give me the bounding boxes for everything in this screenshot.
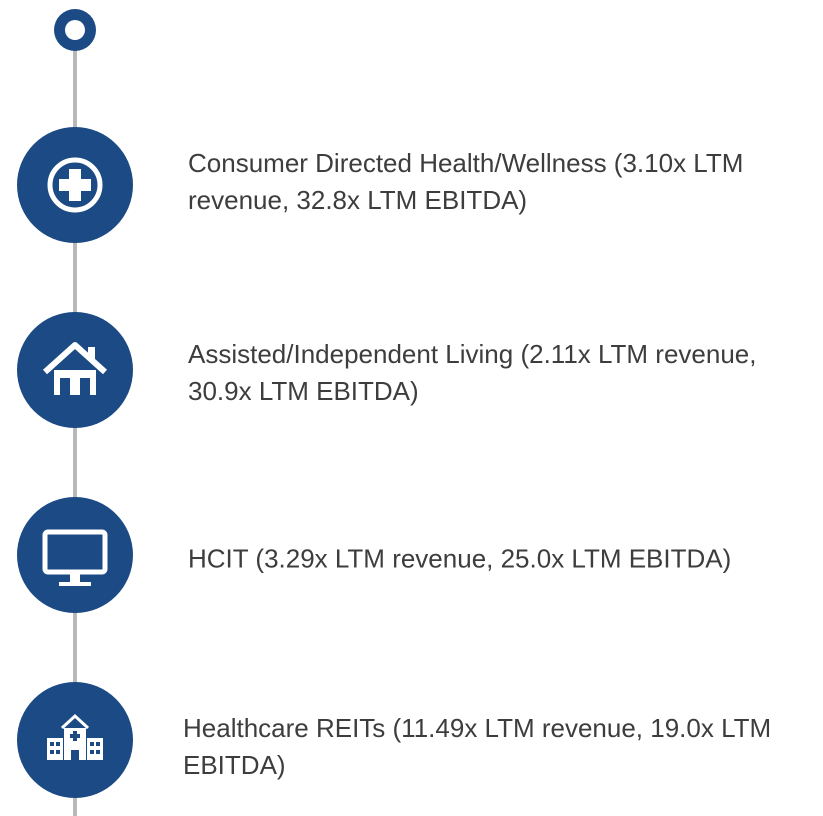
start-node-inner bbox=[65, 20, 85, 40]
item-text: HCIT (3.29x LTM revenue, 25.0x LTM EBITD… bbox=[188, 543, 732, 574]
item-text: Healthcare REITs (11.49x LTM revenue, 19… bbox=[183, 713, 772, 780]
monitor-icon bbox=[17, 497, 133, 613]
house-icon bbox=[17, 312, 133, 428]
item-text: Consumer Directed Health/Wellness (3.10x… bbox=[188, 148, 744, 215]
health-icon bbox=[17, 127, 133, 243]
item-text: Assisted/Independent Living (2.11x LTM r… bbox=[188, 339, 757, 406]
hospital-icon bbox=[17, 682, 133, 798]
